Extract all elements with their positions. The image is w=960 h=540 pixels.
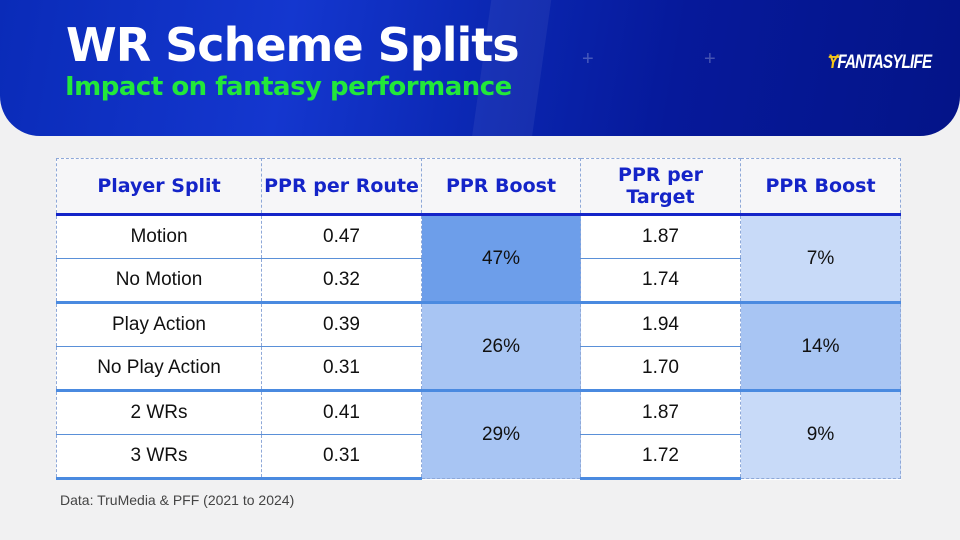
ppr-per-route-cell: 0.32 — [261, 258, 422, 303]
table-row: No Motion 0.32 1.74 — [56, 258, 901, 303]
split-cell: Play Action — [56, 301, 262, 347]
decorative-plus-icon: + — [582, 48, 594, 70]
ppr-per-route-cell: 0.41 — [261, 389, 422, 435]
page-title: WR Scheme Splits — [66, 18, 520, 72]
route-boost-cell: 29% — [421, 389, 581, 479]
decorative-plus-icon: + — [704, 48, 716, 70]
ppr-per-target-cell: 1.94 — [580, 301, 741, 347]
ppr-per-route-cell: 0.31 — [261, 434, 422, 480]
ppr-per-route-cell: 0.39 — [261, 301, 422, 347]
table-row: 2 WRs 0.41 29% 1.87 9% — [56, 389, 901, 479]
route-boost-cell: 26% — [421, 301, 581, 391]
column-header: Player Split — [56, 158, 262, 216]
target-boost-cell: 14% — [740, 301, 901, 391]
source-note: Data: TruMedia & PFF (2021 to 2024) — [60, 492, 295, 508]
splits-table: Player Split PPR per Route PPR Boost PPR pe… — [56, 158, 901, 480]
ppr-per-route-cell: 0.31 — [261, 346, 422, 391]
table-row: No Play Action 0.31 1.70 — [56, 346, 901, 391]
route-boost-cell: 47% — [421, 213, 581, 303]
ppr-per-target-cell: 1.87 — [580, 213, 741, 259]
column-header: PPR Boost — [740, 158, 901, 216]
split-cell: 3 WRs — [56, 434, 262, 480]
ppr-per-target-cell: 1.70 — [580, 346, 741, 391]
table-row: 3 WRs 0.31 1.72 — [56, 434, 901, 480]
column-header: PPR per Route — [261, 158, 422, 216]
ppr-per-target-cell: 1.74 — [580, 258, 741, 303]
column-header: PPR per Target — [580, 158, 741, 216]
split-cell: No Play Action — [56, 346, 262, 391]
column-header: PPR Boost — [421, 158, 581, 216]
ppr-per-route-cell: 0.47 — [261, 213, 422, 259]
table-row: Play Action 0.39 26% 1.94 14% — [56, 301, 901, 391]
split-cell: 2 WRs — [56, 389, 262, 435]
trophy-icon: Ɏ — [828, 52, 838, 73]
split-cell: No Motion — [56, 258, 262, 303]
table-row: Motion 0.47 47% 1.87 7% — [56, 213, 901, 303]
ppr-per-target-cell: 1.72 — [580, 434, 741, 480]
split-cell: Motion — [56, 213, 262, 259]
target-boost-cell: 9% — [740, 389, 901, 479]
ppr-per-target-cell: 1.87 — [580, 389, 741, 435]
header-banner: + + WR Scheme Splits Impact on fantasy p… — [0, 0, 960, 136]
fantasylife-logo: ɎFANTASYLIFE — [828, 52, 932, 73]
target-boost-cell: 7% — [740, 213, 901, 303]
page-subtitle: Impact on fantasy performance — [65, 72, 512, 102]
